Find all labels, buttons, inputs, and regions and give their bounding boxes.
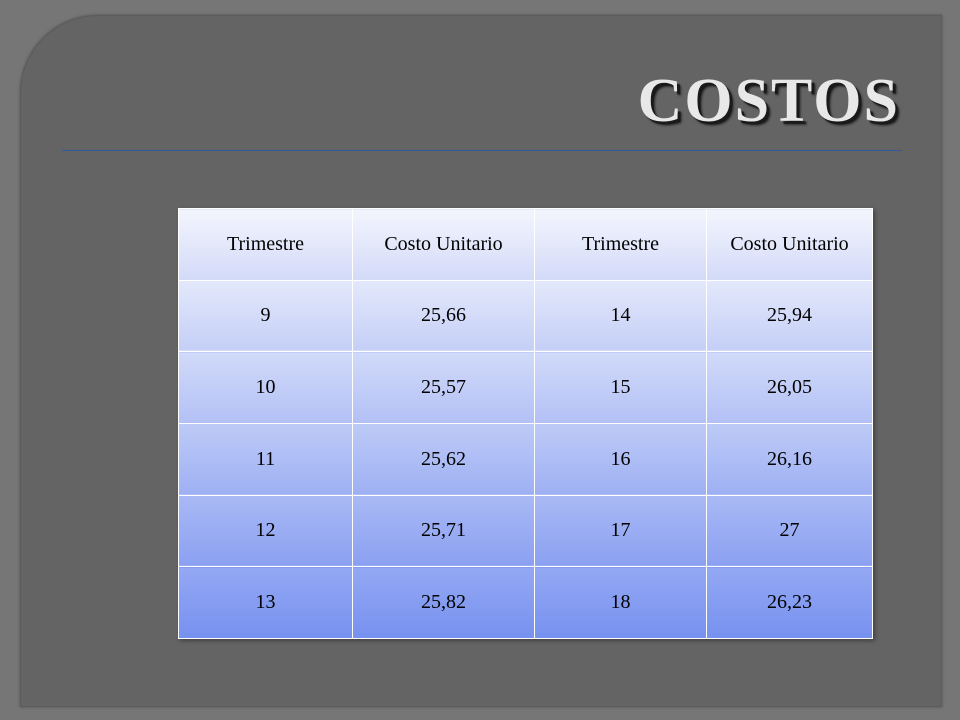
costs-table: Trimestre Costo Unitario Trimestre Costo… bbox=[178, 208, 873, 639]
table-cell: 27 bbox=[706, 494, 873, 568]
table-cell: 12 bbox=[178, 494, 353, 568]
table-cell: 26,05 bbox=[706, 351, 873, 424]
table-cell: 16 bbox=[534, 422, 707, 496]
table-cell: 25,66 bbox=[352, 279, 535, 353]
table-row: 12 25,71 17 27 bbox=[178, 494, 873, 568]
table-cell: 25,57 bbox=[352, 351, 535, 424]
slide-title: COSTOS bbox=[637, 67, 900, 135]
table-header-row: Trimestre Costo Unitario Trimestre Costo… bbox=[178, 208, 873, 281]
table-cell: 26,16 bbox=[706, 422, 873, 496]
table-cell: 25,94 bbox=[706, 279, 873, 353]
table-row: 13 25,82 18 26,23 bbox=[178, 566, 873, 639]
title-divider bbox=[62, 150, 902, 151]
header-trimestre-2: Trimestre bbox=[534, 208, 707, 281]
table-cell: 25,62 bbox=[352, 422, 535, 496]
header-costo-unitario-1: Costo Unitario bbox=[352, 208, 535, 281]
table-row: 10 25,57 15 26,05 bbox=[178, 351, 873, 424]
table-cell: 25,71 bbox=[352, 494, 535, 568]
header-trimestre-1: Trimestre bbox=[178, 208, 353, 281]
table-cell: 9 bbox=[178, 279, 353, 353]
table-row: 11 25,62 16 26,16 bbox=[178, 422, 873, 496]
table-cell: 17 bbox=[534, 494, 707, 568]
header-costo-unitario-2: Costo Unitario bbox=[706, 208, 873, 281]
table-cell: 13 bbox=[178, 566, 353, 639]
table-cell: 14 bbox=[534, 279, 707, 353]
table-cell: 25,82 bbox=[352, 566, 535, 639]
table-cell: 11 bbox=[178, 422, 353, 496]
table-cell: 10 bbox=[178, 351, 353, 424]
table-cell: 15 bbox=[534, 351, 707, 424]
table-cell: 18 bbox=[534, 566, 707, 639]
table-cell: 26,23 bbox=[706, 566, 873, 639]
table-row: 9 25,66 14 25,94 bbox=[178, 279, 873, 353]
